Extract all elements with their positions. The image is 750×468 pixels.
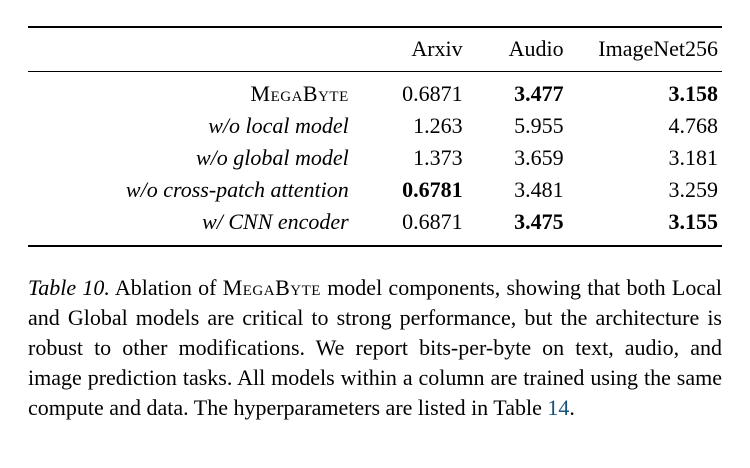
cell-audio: 3.481 — [514, 177, 564, 202]
cell-audio: 3.477 — [514, 81, 564, 106]
cell-arxiv: 1.373 — [413, 145, 463, 170]
cell-audio: 3.475 — [514, 209, 564, 234]
cell-imagenet256: 3.158 — [668, 81, 719, 106]
row-label: w/ CNN encoder — [202, 209, 349, 234]
cell-imagenet256: 4.768 — [668, 113, 719, 138]
cell-arxiv: 0.6871 — [402, 209, 463, 234]
table-row-cnn-encoder: w/ CNN encoder 0.6871 3.475 3.155 — [28, 206, 722, 246]
table-row-wo-crosspatch: w/o cross-patch attention 0.6781 3.481 3… — [28, 174, 722, 206]
table-caption: Table 10. Ablation of MegaByte model com… — [28, 273, 722, 423]
ablation-table: Arxiv Audio ImageNet256 MegaByte 0.6871 … — [28, 26, 722, 247]
table-row-wo-global: w/o global model 1.373 3.659 3.181 — [28, 142, 722, 174]
caption-text-end: . — [569, 395, 575, 420]
caption-label: Table 10. — [28, 275, 110, 300]
table-header-row: Arxiv Audio ImageNet256 — [28, 27, 722, 72]
header-empty-cell — [28, 27, 353, 72]
table-row-megabyte: MegaByte 0.6871 3.477 3.158 — [28, 72, 722, 111]
caption-model-name: MegaByte — [222, 275, 321, 300]
cell-arxiv: 0.6871 — [402, 81, 463, 106]
cell-audio: 3.659 — [514, 145, 564, 170]
cell-imagenet256: 3.155 — [668, 209, 719, 234]
cell-arxiv: 1.263 — [413, 113, 463, 138]
row-label: w/o local model — [208, 113, 349, 138]
cell-imagenet256: 3.259 — [668, 177, 719, 202]
table-ref-link[interactable]: 14 — [547, 395, 570, 420]
cell-arxiv: 0.6781 — [402, 177, 463, 202]
cell-imagenet256: 3.181 — [668, 145, 719, 170]
cell-audio: 5.955 — [514, 113, 564, 138]
row-label: MegaByte — [250, 81, 349, 106]
table-row-wo-local: w/o local model 1.263 5.955 4.768 — [28, 110, 722, 142]
paper-page: Arxiv Audio ImageNet256 MegaByte 0.6871 … — [28, 26, 722, 423]
row-label: w/o cross-patch attention — [125, 177, 349, 202]
col-header-arxiv: Arxiv — [352, 27, 467, 72]
caption-text-after: model components, showing that both Loca… — [28, 275, 722, 420]
col-header-audio: Audio — [466, 27, 568, 72]
col-header-imagenet256: ImageNet256 — [567, 27, 722, 72]
row-label: w/o global model — [195, 145, 349, 170]
caption-text-before: Ablation of — [109, 275, 223, 300]
